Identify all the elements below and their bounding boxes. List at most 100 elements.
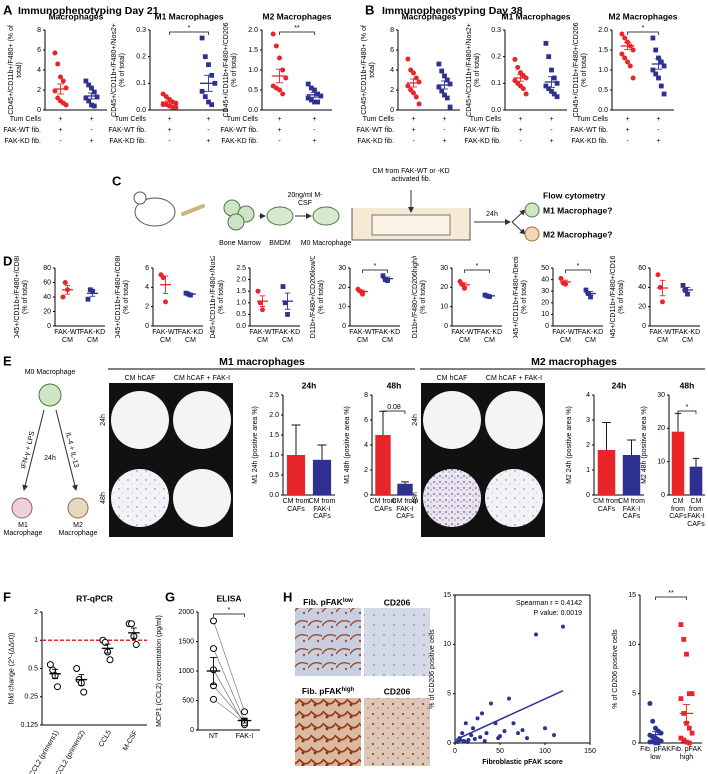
y-tick-label: 6 <box>37 47 41 54</box>
x-tick-label-text: CM from FAK-I CAFs <box>687 498 705 529</box>
y-axis-label: M1 24h (positive area %) <box>252 406 259 484</box>
label-group: CD45+/CD11b+/F480+ (% of total) <box>8 25 23 115</box>
data-point <box>308 97 314 103</box>
x-tick-label: FAK-WT CM <box>451 329 477 344</box>
data-point <box>686 740 692 746</box>
y-tick-label: 10 <box>338 304 346 311</box>
condition-mark: + <box>206 138 210 145</box>
data-point <box>511 721 516 726</box>
y-tick-label: 20 <box>657 425 665 432</box>
diagram-label: BMDM <box>269 240 291 247</box>
y-tick-label: 0 <box>342 323 346 330</box>
diagram-e: M0 Macrophage IFN-γ + LPS IL-4 + IL-13 2… <box>4 369 98 537</box>
y-axis-label: CD45+/CD11b+/F480+/Nos2+ (% of total) <box>111 23 126 117</box>
data-point <box>627 63 633 69</box>
y-tick-label: 1.5 <box>598 47 608 54</box>
y-tick-label: 6 <box>145 265 149 272</box>
x-tick-label: 0 <box>453 748 457 755</box>
x-tick-label: CM from CAFs <box>593 498 620 513</box>
chart-title: M2 Macrophages <box>609 11 678 21</box>
data-point <box>552 733 556 738</box>
data-point <box>551 91 557 97</box>
y-axis-label-text: CD45+/CD11b+/F480+/CD206 (% of total) <box>223 22 238 118</box>
data-point <box>315 99 321 105</box>
x-axis-label: Fibroblastic pFAK score <box>482 759 563 766</box>
y-axis-label-text: CD45+/CD11b+/F480+/Nos2+ (% of total) <box>210 256 225 338</box>
diagram-label: M2 Macrophage? <box>543 229 612 239</box>
data-point <box>622 55 628 61</box>
data-point <box>89 102 94 108</box>
data-point <box>520 728 525 733</box>
x-tick-label-text: CM from FAK-I CAFs <box>308 498 336 521</box>
condition-label: FAK-KD fib. <box>464 138 501 145</box>
data-point <box>405 56 411 62</box>
data-point <box>678 622 684 627</box>
y-axis-label: CD45+/CD11b+/F480+/Nos2+ (% of total) <box>466 23 481 117</box>
data-point <box>678 735 684 741</box>
y-tick-label: 1000 <box>178 668 194 675</box>
pair-line <box>213 699 245 724</box>
data-point <box>655 272 661 278</box>
condition-label: FAK-KD fib. <box>4 138 41 145</box>
y-axis-label-text: M2 48h (positive area %) <box>641 406 649 484</box>
chart-title: 48h <box>680 380 695 390</box>
data-point <box>661 63 667 69</box>
x-tick-label: FAK-WT CM <box>152 329 178 344</box>
condition-label: FAK-KD fib. <box>571 138 608 145</box>
data-point <box>202 54 208 60</box>
y-axis-label: CD45+/CD11b+/F480+/CD206 (% of total) <box>573 22 588 118</box>
data-point <box>525 736 529 741</box>
data-point <box>660 299 665 305</box>
section-title: M2 macrophages <box>531 356 617 368</box>
significance-bracket <box>213 613 245 617</box>
data-point <box>678 696 684 701</box>
y-tick-label: 10 <box>657 459 665 466</box>
x-tick-label-text: FAK-KD CM <box>577 329 604 344</box>
data-point <box>86 82 92 88</box>
y-tick-label: 1 <box>586 467 590 474</box>
y-tick-label: 20 <box>43 308 51 315</box>
x-tick-label-text: Fib. pFAK high <box>671 746 702 761</box>
y-tick-label: 1500 <box>178 638 194 645</box>
y-tick-label: 1 <box>34 637 38 644</box>
image-label: CM hCAF + FAK-I <box>174 375 230 382</box>
x-tick-label-text: CM from CAFs <box>669 498 687 521</box>
y-tick-label: 2.0 <box>236 276 246 283</box>
data-point <box>549 67 554 73</box>
data-point <box>502 729 507 734</box>
y-tick-label: 0.125 <box>20 722 38 729</box>
data-point <box>469 733 474 738</box>
significance-label: * <box>476 263 479 270</box>
label-group: CD45+/CD11b+/F480+/CD86+ (% of total) <box>115 256 130 338</box>
data-point <box>543 726 547 731</box>
y-tick-label: 40 <box>43 294 51 301</box>
data-point <box>53 683 61 691</box>
data-point <box>650 718 656 724</box>
condition-mark: + <box>58 116 62 123</box>
data-point <box>681 737 687 743</box>
y-tick-label: 0.5 <box>598 87 608 94</box>
condition-mark: - <box>626 138 629 145</box>
x-tick-label-text: CM from FAK-I CAFs <box>391 498 419 521</box>
panel-letter: C <box>112 173 122 188</box>
data-point <box>436 61 442 67</box>
y-tick-label: 20 <box>541 300 549 307</box>
y-tick-label: 10 <box>440 304 448 311</box>
data-point <box>650 35 656 41</box>
data-point <box>561 624 565 629</box>
condition-label: Tum Cells <box>115 116 147 123</box>
significance-label: * <box>686 404 689 411</box>
y-axis-label-text: CD45+/CD11b+/F480+/CD206 (% of total) <box>573 22 588 118</box>
images-h: Fib. pFAKlow CD206 Fib. pFAKhigh CD206 <box>295 597 430 766</box>
y-tick-label: 60 <box>43 279 51 286</box>
chart-title: Macrophages <box>402 11 457 21</box>
bar <box>397 483 413 495</box>
y-tick-label: 30 <box>338 265 346 272</box>
condition-mark: - <box>59 138 62 145</box>
data-point <box>515 64 521 70</box>
panel-letter: H <box>283 589 292 604</box>
significance-bracket <box>677 410 697 414</box>
bar <box>622 455 641 495</box>
data-point <box>282 300 288 306</box>
label-text: Fib. pFAK <box>302 686 343 696</box>
